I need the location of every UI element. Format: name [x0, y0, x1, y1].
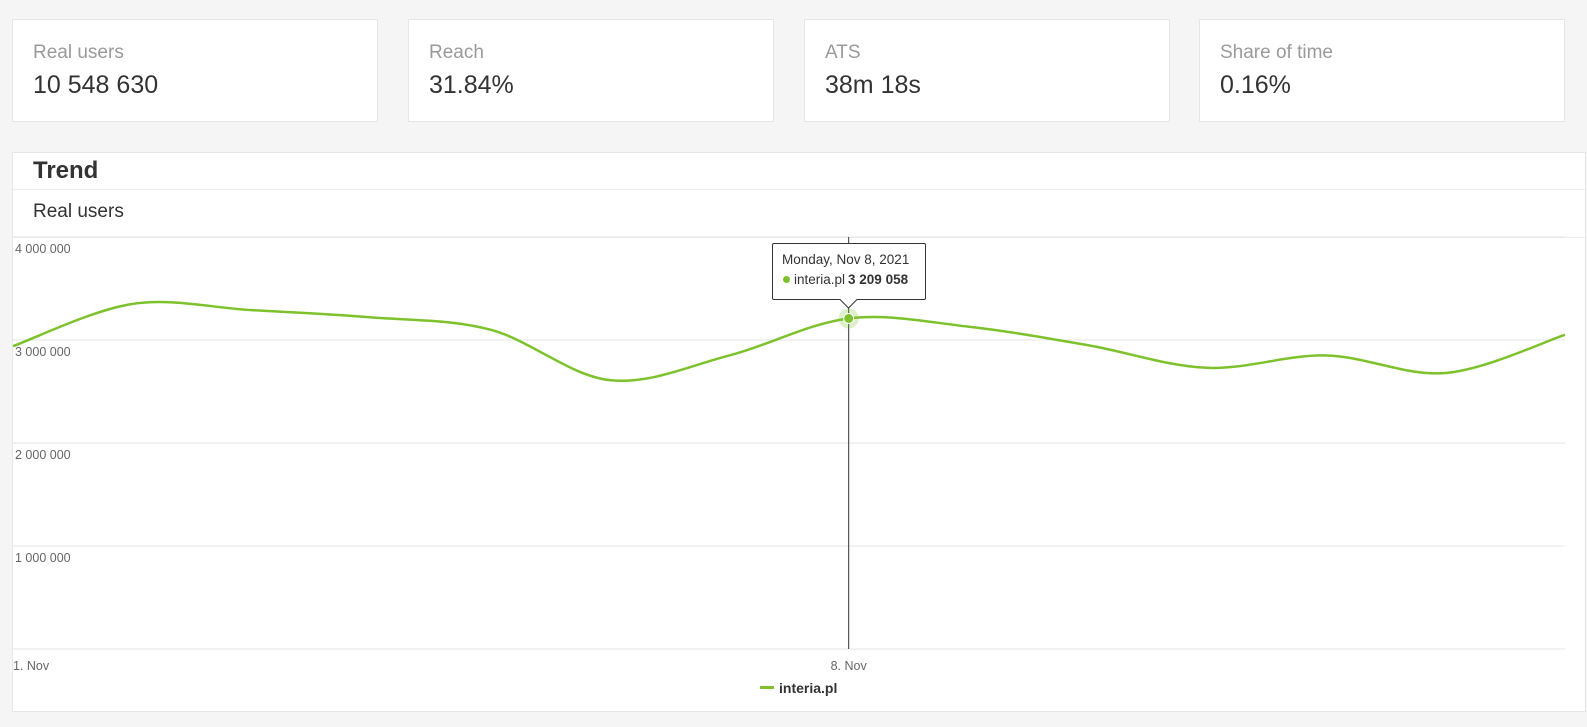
kpi-value: 0.16% — [1220, 71, 1291, 99]
kpi-card-reach: Reach 31.84% — [408, 19, 774, 122]
x-tick-label: 1. Nov — [13, 659, 50, 673]
kpi-label: Reach — [429, 42, 484, 63]
kpi-label: ATS — [825, 42, 861, 63]
data-point — [368, 314, 374, 320]
data-point — [1204, 365, 1210, 371]
chart-tooltip: Monday, Nov 8, 2021 interia.pl 3 209 058 — [772, 243, 926, 300]
data-point-highlighted — [843, 312, 855, 324]
kpi-value: 10 548 630 — [33, 71, 159, 99]
legend-line-icon — [760, 686, 774, 689]
kpi-card-real-users: Real users 10 548 630 — [12, 19, 378, 122]
data-point — [607, 377, 613, 383]
data-point — [10, 343, 16, 349]
tooltip-row: interia.pl 3 209 058 — [783, 272, 908, 287]
kpi-value: 38m 18s — [825, 71, 921, 99]
kpi-card-share-of-time: Share of time 0.16% — [1199, 19, 1565, 122]
data-point — [488, 327, 494, 333]
kpi-label: Share of time — [1220, 42, 1333, 63]
tooltip-series-name: interia.pl — [794, 272, 846, 287]
data-point — [1443, 370, 1449, 376]
data-point — [129, 301, 135, 307]
tooltip-date: Monday, Nov 8, 2021 — [782, 252, 910, 267]
data-point — [726, 352, 732, 358]
data-point — [965, 324, 971, 330]
y-tick-label: 4 000 000 — [15, 242, 71, 256]
kpi-value: 31.84% — [429, 71, 514, 99]
y-tick-label: 2 000 000 — [15, 448, 71, 462]
series-line — [12, 300, 1566, 383]
divider — [13, 189, 1585, 190]
y-tick-label: 1 000 000 — [15, 551, 71, 565]
data-point — [1562, 332, 1568, 338]
panel-title: Trend — [33, 157, 99, 184]
series-dot-icon — [783, 276, 790, 283]
y-tick-label: 3 000 000 — [15, 345, 71, 359]
legend-label: interia.pl — [779, 680, 838, 696]
chart-legend-item[interactable]: interia.pl — [760, 680, 837, 696]
tooltip-value: 3 209 058 — [848, 272, 909, 287]
data-point — [249, 307, 255, 313]
kpi-label: Real users — [33, 42, 124, 63]
panel-subtitle: Real users — [33, 201, 124, 222]
data-point — [1323, 352, 1329, 358]
x-tick-label: 8. Nov — [831, 659, 868, 673]
kpi-card-ats: ATS 38m 18s — [804, 19, 1170, 122]
data-point — [1084, 342, 1090, 348]
